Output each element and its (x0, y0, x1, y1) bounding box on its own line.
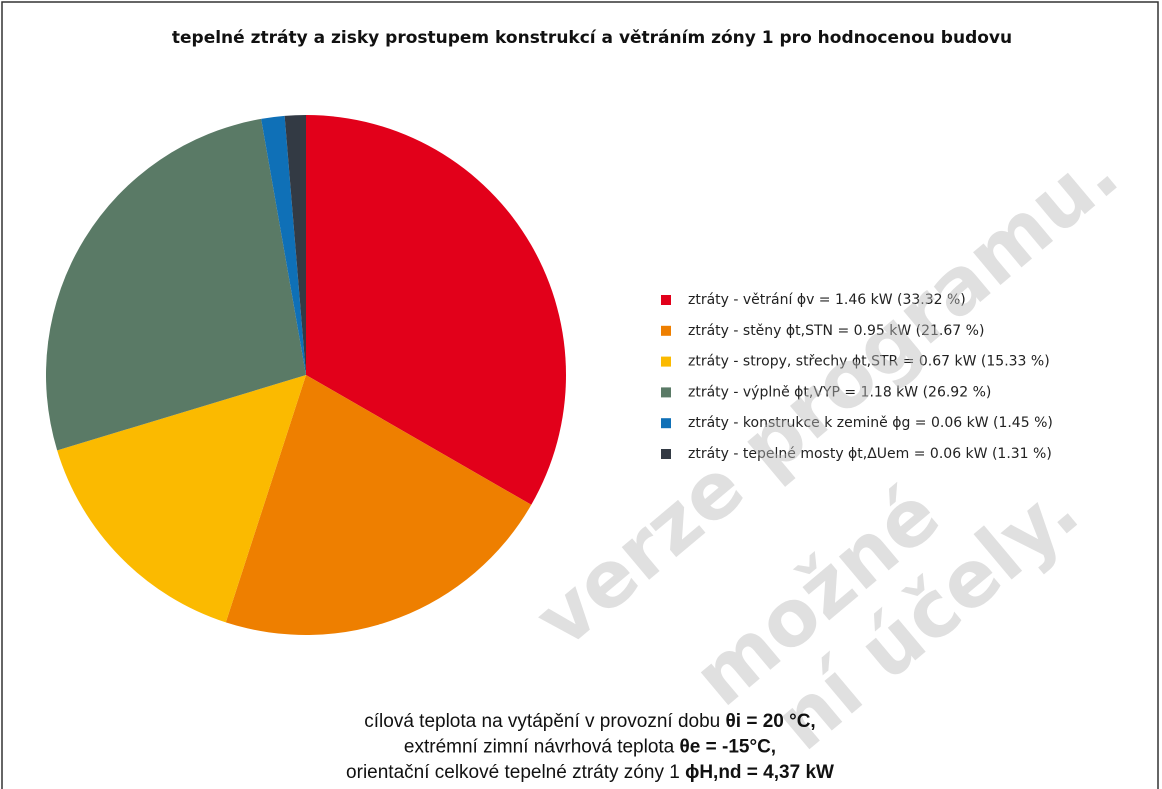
legend-swatch (661, 295, 671, 305)
pie-slice (284, 115, 306, 375)
legend-label: ztráty - stropy, střechy ϕt,STR = 0.67 k… (688, 354, 1050, 370)
footer-line: orientační celkové tepelné ztráty zóny 1… (346, 762, 834, 783)
legend: ztráty - větrání ϕv = 1.46 kW (33.32 %) z… (661, 292, 1053, 462)
footer-text: extrémní zimní návrhová teplota (404, 737, 680, 758)
legend-label: ztráty - tepelné mosty ϕt,ΔUem = 0.06 kW… (688, 446, 1052, 462)
pie-slice (225, 375, 532, 635)
pie (45, 115, 566, 635)
footer-text: orientační celkové tepelné ztráty zóny 1 (346, 762, 685, 783)
pie-slice (45, 118, 306, 451)
footer-bold: ϕH,nd = 4,37 kW (685, 762, 834, 783)
legend-label: ztráty - větrání ϕv = 1.46 kW (33.32 %) (688, 292, 966, 308)
legend-label: ztráty - výplně ϕt,VYP = 1.18 kW (26.92 … (688, 384, 991, 400)
footer-bold: θi = 20 °C, (726, 711, 816, 732)
chart-title: tepelné ztráty a zisky prostupem konstru… (172, 28, 1012, 48)
legend-swatch (661, 418, 671, 429)
pie-slice (57, 375, 306, 623)
pie-slice (261, 115, 306, 375)
legend-label: ztráty - konstrukce k zemině ϕg = 0.06 k… (688, 415, 1053, 431)
footer: cílová teplota na vytápění v provozní do… (346, 711, 834, 783)
legend-swatch (661, 356, 671, 367)
legend-swatch (661, 325, 671, 336)
pie-slice (306, 115, 566, 505)
footer-bold: θe = -15°C, (680, 737, 777, 758)
legend-swatch (661, 449, 671, 459)
footer-text: cílová teplota na vytápění v provozní do… (364, 711, 725, 732)
legend-label: ztráty - stěny ϕt,STN = 0.95 kW (21.67 %… (688, 323, 984, 339)
footer-line: cílová teplota na vytápění v provozní do… (364, 711, 815, 732)
footer-line: extrémní zimní návrhová teplota θe = -15… (404, 737, 776, 758)
legend-swatch (661, 387, 671, 398)
